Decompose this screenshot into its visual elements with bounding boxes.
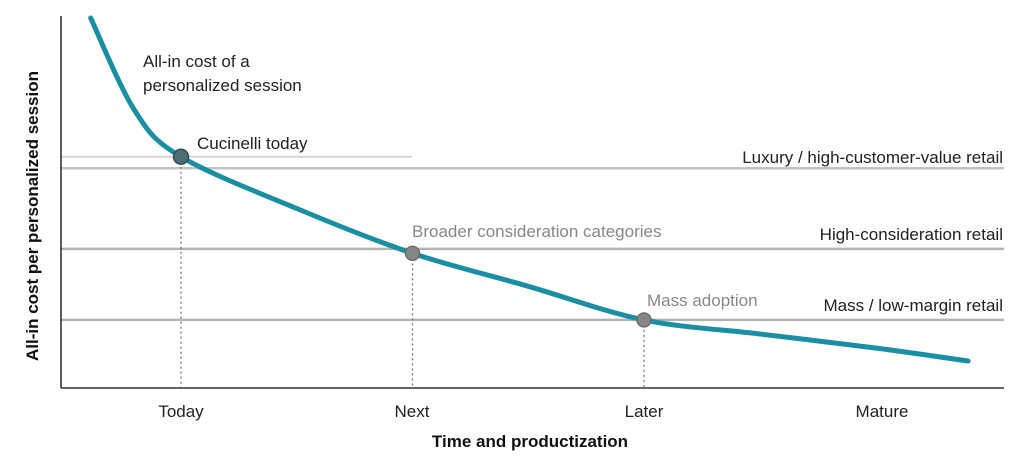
point-label-cucinelli-today: Cucinelli today	[197, 134, 308, 153]
curve-label-line-2: personalized session	[143, 76, 302, 95]
y-axis-label: All-in cost per personalized session	[23, 71, 42, 361]
threshold-lines	[61, 155, 1004, 322]
point-label-mass-adoption: Mass adoption	[647, 291, 758, 310]
point-mass-adoption	[636, 312, 652, 328]
cost-curve-line	[88, 15, 971, 364]
x-tick-label-next: Next	[395, 402, 430, 421]
tier-label-high-consideration: High-consideration retail	[820, 225, 1003, 244]
tier-label-mass: Mass / low-margin retail	[824, 296, 1004, 315]
milestone-points	[172, 148, 652, 328]
x-axis-label: Time and productization	[432, 432, 628, 451]
point-cucinelli-today	[172, 148, 190, 165]
tier-label-luxury: Luxury / high-customer-value retail	[742, 148, 1003, 167]
x-tick-label-later: Later	[625, 402, 664, 421]
curve-label-line-1: All-in cost of a	[143, 52, 250, 71]
x-tick-label-mature: Mature	[856, 402, 909, 421]
drop-lines	[180, 156, 645, 388]
point-broader-consideration	[404, 245, 421, 262]
point-label-broader-consideration: Broader consideration categories	[412, 222, 661, 241]
x-tick-label-today: Today	[158, 402, 204, 421]
